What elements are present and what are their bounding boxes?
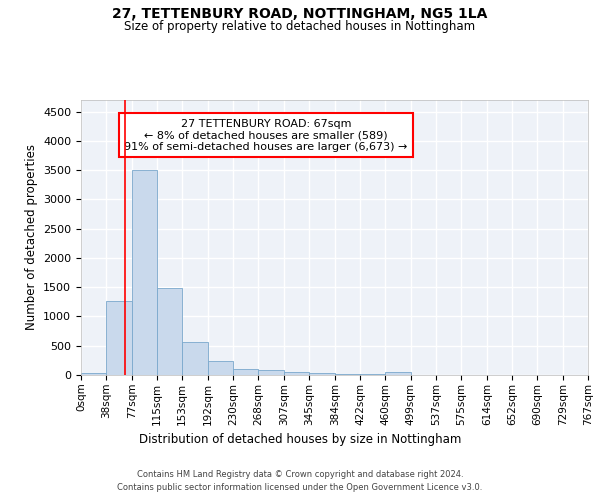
Text: Size of property relative to detached houses in Nottingham: Size of property relative to detached ho… xyxy=(124,20,476,33)
Bar xyxy=(258,370,284,375)
Text: Contains public sector information licensed under the Open Government Licence v3: Contains public sector information licen… xyxy=(118,482,482,492)
Bar xyxy=(233,368,258,375)
Bar xyxy=(81,372,106,375)
Bar xyxy=(360,374,385,375)
Text: 27, TETTENBURY ROAD, NOTTINGHAM, NG5 1LA: 27, TETTENBURY ROAD, NOTTINGHAM, NG5 1LA xyxy=(112,8,488,22)
Text: Contains HM Land Registry data © Crown copyright and database right 2024.: Contains HM Land Registry data © Crown c… xyxy=(137,470,463,479)
Bar xyxy=(385,372,411,375)
Bar xyxy=(208,361,233,375)
Bar xyxy=(106,300,132,375)
Bar xyxy=(335,374,360,375)
Bar xyxy=(309,373,335,375)
Bar xyxy=(182,342,208,375)
Bar xyxy=(132,170,157,375)
Text: 27 TETTENBURY ROAD: 67sqm
← 8% of detached houses are smaller (589)
91% of semi-: 27 TETTENBURY ROAD: 67sqm ← 8% of detach… xyxy=(124,118,408,152)
Y-axis label: Number of detached properties: Number of detached properties xyxy=(25,144,38,330)
Bar xyxy=(157,288,182,375)
Bar xyxy=(284,372,309,375)
Text: Distribution of detached houses by size in Nottingham: Distribution of detached houses by size … xyxy=(139,432,461,446)
